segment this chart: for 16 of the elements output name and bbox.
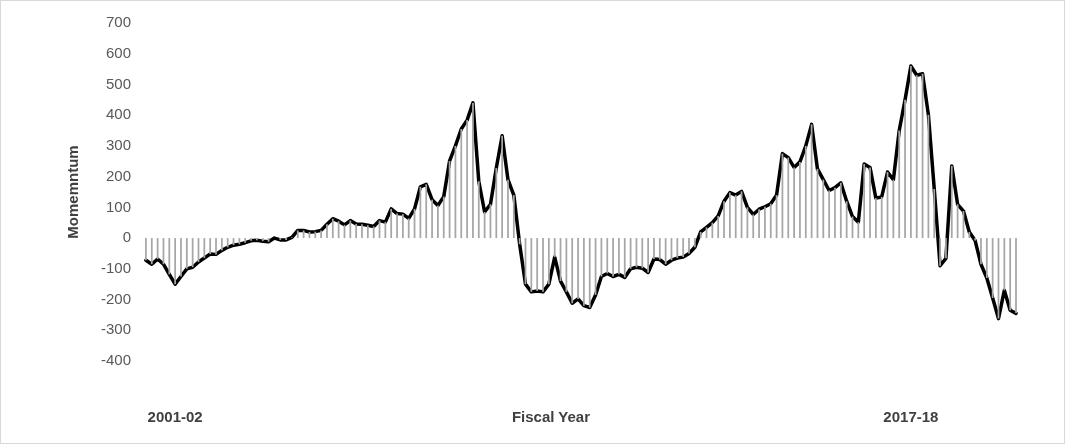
y-tick-label: 0 <box>122 228 132 246</box>
y-tick-label: 100 <box>105 197 132 215</box>
y-tick-label: 400 <box>105 105 132 123</box>
y-axis-title: Momemntum <box>64 145 82 239</box>
x-axis-title: Fiscal Year <box>511 408 591 426</box>
y-tick-label: -300 <box>100 320 132 338</box>
x-tick-label: 2017-18 <box>883 408 939 426</box>
y-tick-label: 200 <box>105 166 132 184</box>
y-tick-label: -400 <box>100 351 132 369</box>
y-tick-label: -100 <box>100 258 132 276</box>
y-tick-label: -200 <box>100 289 132 307</box>
y-tick-label: 500 <box>105 74 132 92</box>
y-tick-label: 600 <box>105 43 132 61</box>
y-tick-label: 300 <box>105 136 132 154</box>
x-tick-label: 2001-02 <box>147 408 203 426</box>
y-tick-label: 700 <box>105 13 132 31</box>
